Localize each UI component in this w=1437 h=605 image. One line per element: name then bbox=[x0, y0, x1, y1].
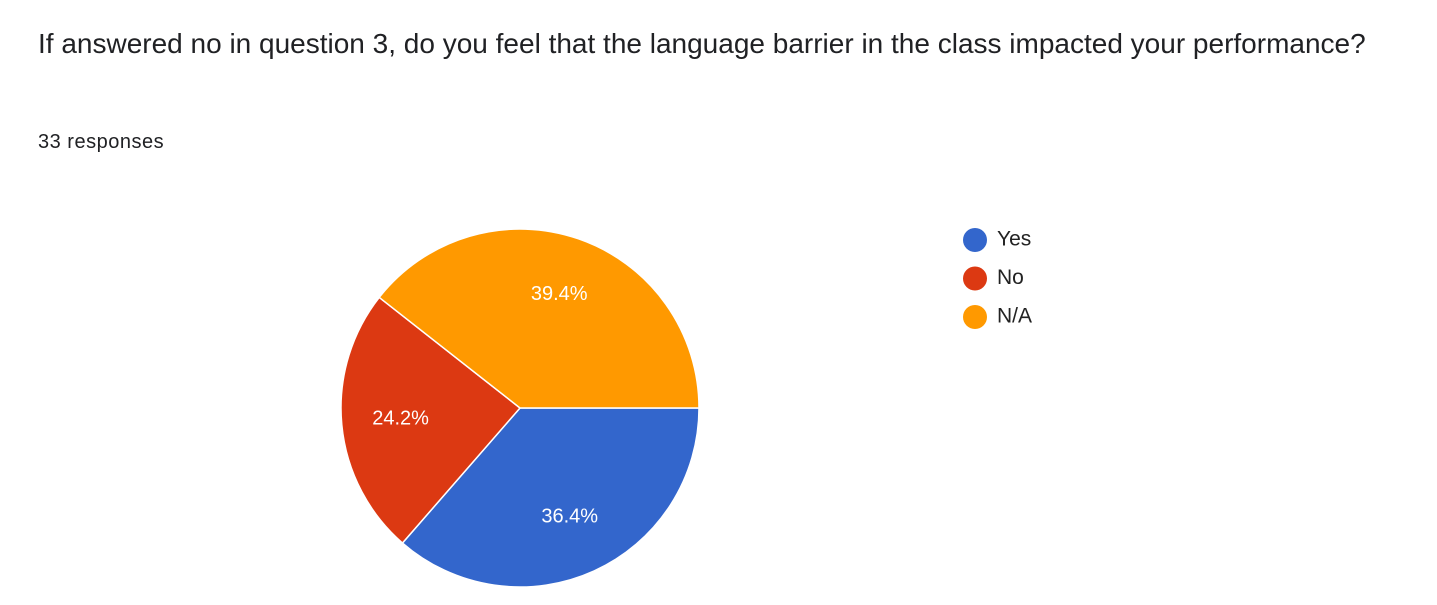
legend-marker bbox=[963, 228, 987, 252]
data-label: 39.4% bbox=[531, 283, 588, 305]
pie-slice bbox=[340, 296, 522, 545]
data-label: 24.2% bbox=[372, 408, 429, 430]
legend-marker bbox=[963, 266, 987, 291]
legend-label: Yes bbox=[997, 228, 1031, 251]
legend-marker bbox=[963, 305, 987, 329]
chart-subtitle: 33 responses bbox=[38, 131, 165, 153]
legend-label: N/A bbox=[997, 305, 1032, 328]
data-label: 36.4% bbox=[541, 505, 598, 527]
pie-slice bbox=[378, 228, 700, 409]
legend-label: No bbox=[997, 266, 1024, 289]
pie-slice bbox=[401, 407, 700, 588]
chart-title: If answered no in question 3, do you fee… bbox=[38, 28, 1366, 59]
